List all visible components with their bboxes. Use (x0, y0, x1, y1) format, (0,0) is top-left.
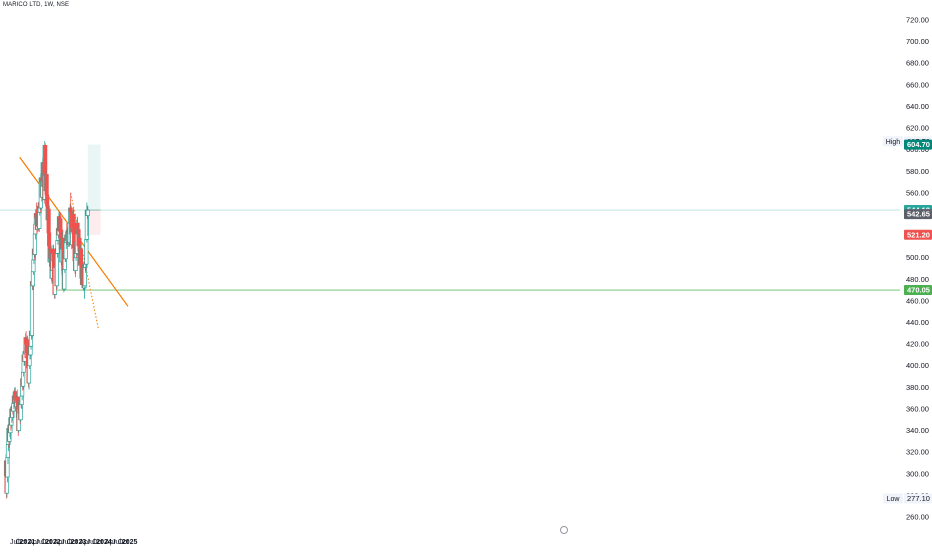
x-tick-label: Apr (79, 539, 91, 546)
y-tick-label: 460.00 (906, 296, 929, 305)
x-tick-label: 2021 (20, 539, 36, 546)
y-tick-label: 600.00 (906, 145, 929, 154)
candle-up (84, 238, 89, 265)
price-label-name: Low (887, 496, 901, 503)
price-label-badge (904, 139, 932, 150)
price-label-badge (904, 285, 932, 296)
candles-layer (3, 141, 90, 499)
price-label-value: 277.10 (907, 494, 930, 503)
candle-up (54, 253, 60, 287)
y-tick-label: 640.00 (906, 102, 929, 111)
candle-up (30, 271, 36, 287)
price-label-name: High (886, 139, 901, 146)
candle-up (73, 257, 78, 272)
candle-down (47, 232, 52, 247)
x-tick-label: Jul (36, 539, 45, 546)
y-tick-label: 400.00 (906, 361, 929, 370)
y-tick-label: 500.00 (906, 253, 929, 262)
y-tick-label: 580.00 (906, 167, 929, 176)
price-label-value: 542.65 (907, 210, 930, 219)
candle-up (19, 395, 24, 405)
x-tick-label: Oct (118, 539, 129, 546)
y-tick-label: 380.00 (906, 383, 929, 392)
candle-down (44, 174, 49, 196)
candle-up (26, 365, 32, 384)
candle-up (28, 345, 33, 356)
candle-up (31, 259, 36, 273)
price-labels: High607.70604.70544.10542.65521.20470.05… (883, 136, 932, 504)
x-tick-label: Jul (112, 539, 121, 546)
price-label-value: 521.20 (907, 230, 930, 239)
candle-up (85, 209, 90, 216)
candle-up (55, 240, 60, 254)
price-label-tag (883, 136, 903, 147)
candle-up (63, 242, 68, 260)
price-label-value: 470.05 (907, 286, 930, 295)
price-label-tag (883, 493, 903, 504)
price-label-badge (904, 493, 932, 504)
y-tick-label: 480.00 (906, 275, 929, 284)
y-tick-label: 300.00 (906, 469, 929, 478)
y-tick-label: 440.00 (906, 318, 929, 327)
candle-down (43, 144, 48, 176)
price-label-badge (904, 229, 932, 240)
x-tick-label: 2022 (45, 539, 61, 546)
y-tick-label: 680.00 (906, 59, 929, 68)
symbol-title: MARICO LTD, 1W, NSE (3, 2, 70, 8)
candle-down (46, 208, 51, 234)
x-tick-label: 2023 (71, 539, 87, 546)
y-tick-label: 320.00 (906, 448, 929, 457)
y-tick-label: 260.00 (906, 513, 929, 522)
x-tick-label: Oct (92, 539, 103, 546)
x-tick-label: Apr (54, 539, 66, 546)
price-label-value: 604.70 (907, 140, 930, 149)
candle-down (71, 214, 76, 235)
price-axis: 720.00 700.00 680.00 660.00 640.00 620.00 600.… (906, 16, 929, 522)
candle-up (5, 457, 10, 478)
candle-up (4, 476, 10, 494)
x-tick-label: Jul (61, 539, 70, 546)
y-tick-label: 700.00 (906, 37, 929, 46)
candle-up (37, 211, 42, 229)
candle-up (62, 269, 67, 290)
candle-down (68, 207, 73, 213)
x-tick-label: Jul (10, 539, 19, 546)
x-tick-label: Apr (105, 539, 117, 546)
x-tick-label: Oct (41, 539, 52, 546)
candle-up (32, 233, 37, 255)
price-label-badge (904, 209, 932, 220)
x-tick-label: Apr (28, 539, 40, 546)
y-tick-label: 560.00 (906, 188, 929, 197)
x-tick-label: Jul (87, 539, 96, 546)
time-axis: JulOct2021AprJulOct2022AprJulOct2023AprJ… (10, 539, 138, 546)
x-tick-label: 2024 (96, 539, 112, 546)
drawings-layer (0, 144, 900, 331)
y-tick-label: 620.00 (906, 124, 929, 133)
y-tick-label: 660.00 (906, 80, 929, 89)
x-tick-label: Oct (67, 539, 78, 546)
y-tick-label: 420.00 (906, 340, 929, 349)
y-tick-label: 340.00 (906, 426, 929, 435)
y-tick-label: 720.00 (906, 16, 929, 25)
candle-down (15, 396, 20, 401)
target-zone (87, 144, 101, 211)
candle-down (58, 218, 63, 233)
go-to-realtime-icon[interactable] (560, 526, 568, 534)
x-tick-label: 2025 (122, 539, 138, 546)
x-tick-label: Oct (15, 539, 26, 546)
stop-zone (87, 210, 101, 235)
y-tick-label: 360.00 (906, 404, 929, 413)
candle-up (21, 371, 26, 387)
candle-down (78, 248, 84, 265)
